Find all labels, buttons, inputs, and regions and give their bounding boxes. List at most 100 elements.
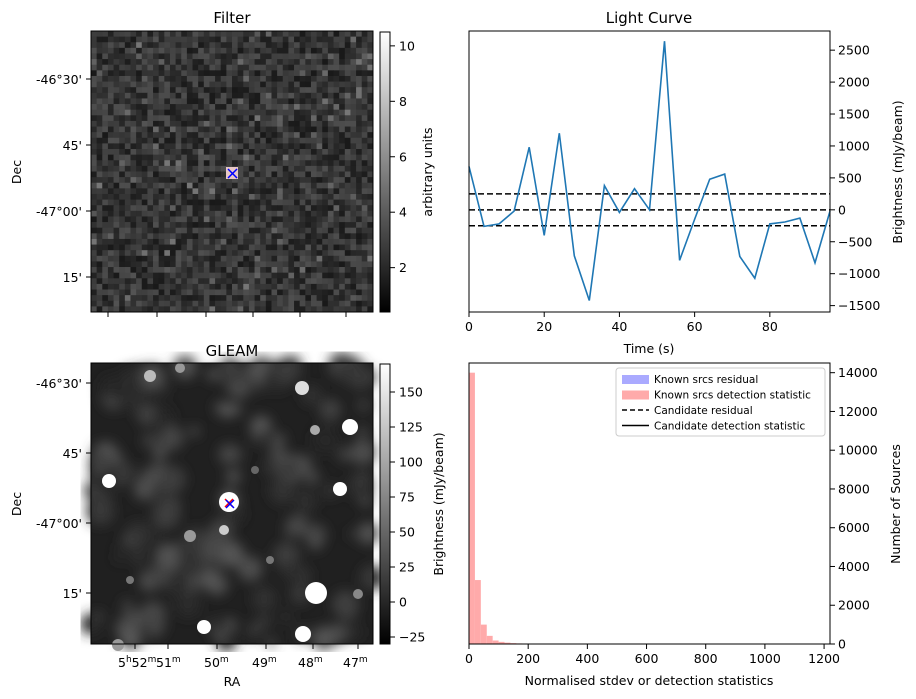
filter-pixel xyxy=(169,31,176,38)
filter-pixel xyxy=(96,227,103,234)
filter-pixel xyxy=(141,205,148,212)
filter-pixel xyxy=(350,182,357,189)
filter-pixel xyxy=(361,165,368,172)
filter-pixel xyxy=(147,205,154,212)
filter-pixel xyxy=(316,154,323,161)
filter-pixel xyxy=(327,272,334,279)
filter-pixel xyxy=(102,300,109,307)
filter-pixel xyxy=(339,222,346,229)
filter-pixel xyxy=(164,295,171,302)
filter-pixel xyxy=(361,154,368,161)
filter-pixel xyxy=(147,36,154,43)
filter-pixel xyxy=(356,222,363,229)
filter-pixel xyxy=(316,59,323,66)
filter-pixel xyxy=(147,42,154,49)
gleam-noise-blob xyxy=(158,545,169,555)
filter-pixel xyxy=(130,132,137,139)
filter-pixel xyxy=(344,171,351,178)
filter-pixel xyxy=(102,42,109,49)
filter-pixel xyxy=(147,59,154,66)
filter-pixel xyxy=(243,59,250,66)
filter-pixel xyxy=(192,255,199,262)
filter-pixel xyxy=(327,149,334,156)
filter-pixel xyxy=(265,64,272,71)
gleam-noise-blob xyxy=(357,398,370,412)
filter-pixel xyxy=(119,233,126,240)
filter-pixel xyxy=(215,53,222,60)
filter-pixel xyxy=(265,42,272,49)
filter-pixel xyxy=(299,261,306,268)
filter-pixel xyxy=(243,300,250,307)
filter-pixel xyxy=(91,227,98,234)
filter-pixel xyxy=(333,289,340,296)
filter-pixel xyxy=(226,104,233,111)
filter-pixel xyxy=(96,210,103,217)
filter-pixel xyxy=(310,216,317,223)
gleam-noise-blob xyxy=(360,496,371,507)
histogram-xlabel: Normalised stdev or detection statistics xyxy=(525,673,774,688)
gleam-noise-blob xyxy=(117,463,136,482)
filter-pixel xyxy=(96,126,103,133)
filter-pixel xyxy=(282,306,289,313)
filter-pixel xyxy=(136,261,143,268)
filter-pixel xyxy=(305,98,312,105)
filter-pixel xyxy=(232,261,239,268)
filter-pixel xyxy=(209,81,216,88)
filter-pixel xyxy=(271,193,278,200)
filter-pixel xyxy=(237,199,244,206)
filter-pixel xyxy=(192,75,199,82)
gleam-noise-blob xyxy=(273,356,301,384)
filter-pixel xyxy=(91,104,98,111)
filter-pixel xyxy=(260,160,267,167)
filter-pixel xyxy=(102,132,109,139)
histogram-bar xyxy=(480,624,487,644)
filter-pixel xyxy=(344,64,351,71)
filter-pixel xyxy=(316,149,323,156)
filter-pixel xyxy=(141,87,148,94)
filter-pixel xyxy=(248,255,255,262)
filter-pixel xyxy=(260,255,267,262)
filter-pixel xyxy=(265,137,272,144)
light-curve-ytick-label: 0 xyxy=(838,202,846,217)
filter-pixel xyxy=(96,132,103,139)
filter-pixel xyxy=(215,300,222,307)
filter-pixel xyxy=(232,193,239,200)
filter-pixel xyxy=(215,193,222,200)
filter-title: Filter xyxy=(213,9,251,27)
filter-pixel xyxy=(158,154,165,161)
filter-pixel xyxy=(350,59,357,66)
filter-pixel xyxy=(198,255,205,262)
filter-pixel xyxy=(277,87,284,94)
filter-pixel xyxy=(265,300,272,307)
filter-pixel xyxy=(271,160,278,167)
filter-pixel xyxy=(333,132,340,139)
filter-pixel xyxy=(136,137,143,144)
filter-pixel xyxy=(265,109,272,116)
filter-pixel xyxy=(282,132,289,139)
filter-pixel xyxy=(141,47,148,54)
filter-pixel xyxy=(96,143,103,150)
filter-pixel xyxy=(203,177,210,184)
filter-pixel xyxy=(322,126,329,133)
filter-pixel xyxy=(316,222,323,229)
filter-pixel xyxy=(260,92,267,99)
filter-pixel xyxy=(192,177,199,184)
filter-pixel xyxy=(339,132,346,139)
filter-pixel xyxy=(141,149,148,156)
filter-pixel xyxy=(333,267,340,274)
filter-pixel xyxy=(130,120,137,127)
filter-pixel xyxy=(226,306,233,313)
filter-pixel xyxy=(350,255,357,262)
filter-pixel xyxy=(294,255,301,262)
filter-pixel xyxy=(113,31,120,38)
filter-pixel xyxy=(209,222,216,229)
filter-pixel xyxy=(322,216,329,223)
filter-pixel xyxy=(136,70,143,77)
filter-pixel xyxy=(203,160,210,167)
filter-pixel xyxy=(158,289,165,296)
filter-pixel xyxy=(299,278,306,285)
filter-pixel xyxy=(248,132,255,139)
filter-pixel xyxy=(102,31,109,38)
filter-pixel xyxy=(119,182,126,189)
